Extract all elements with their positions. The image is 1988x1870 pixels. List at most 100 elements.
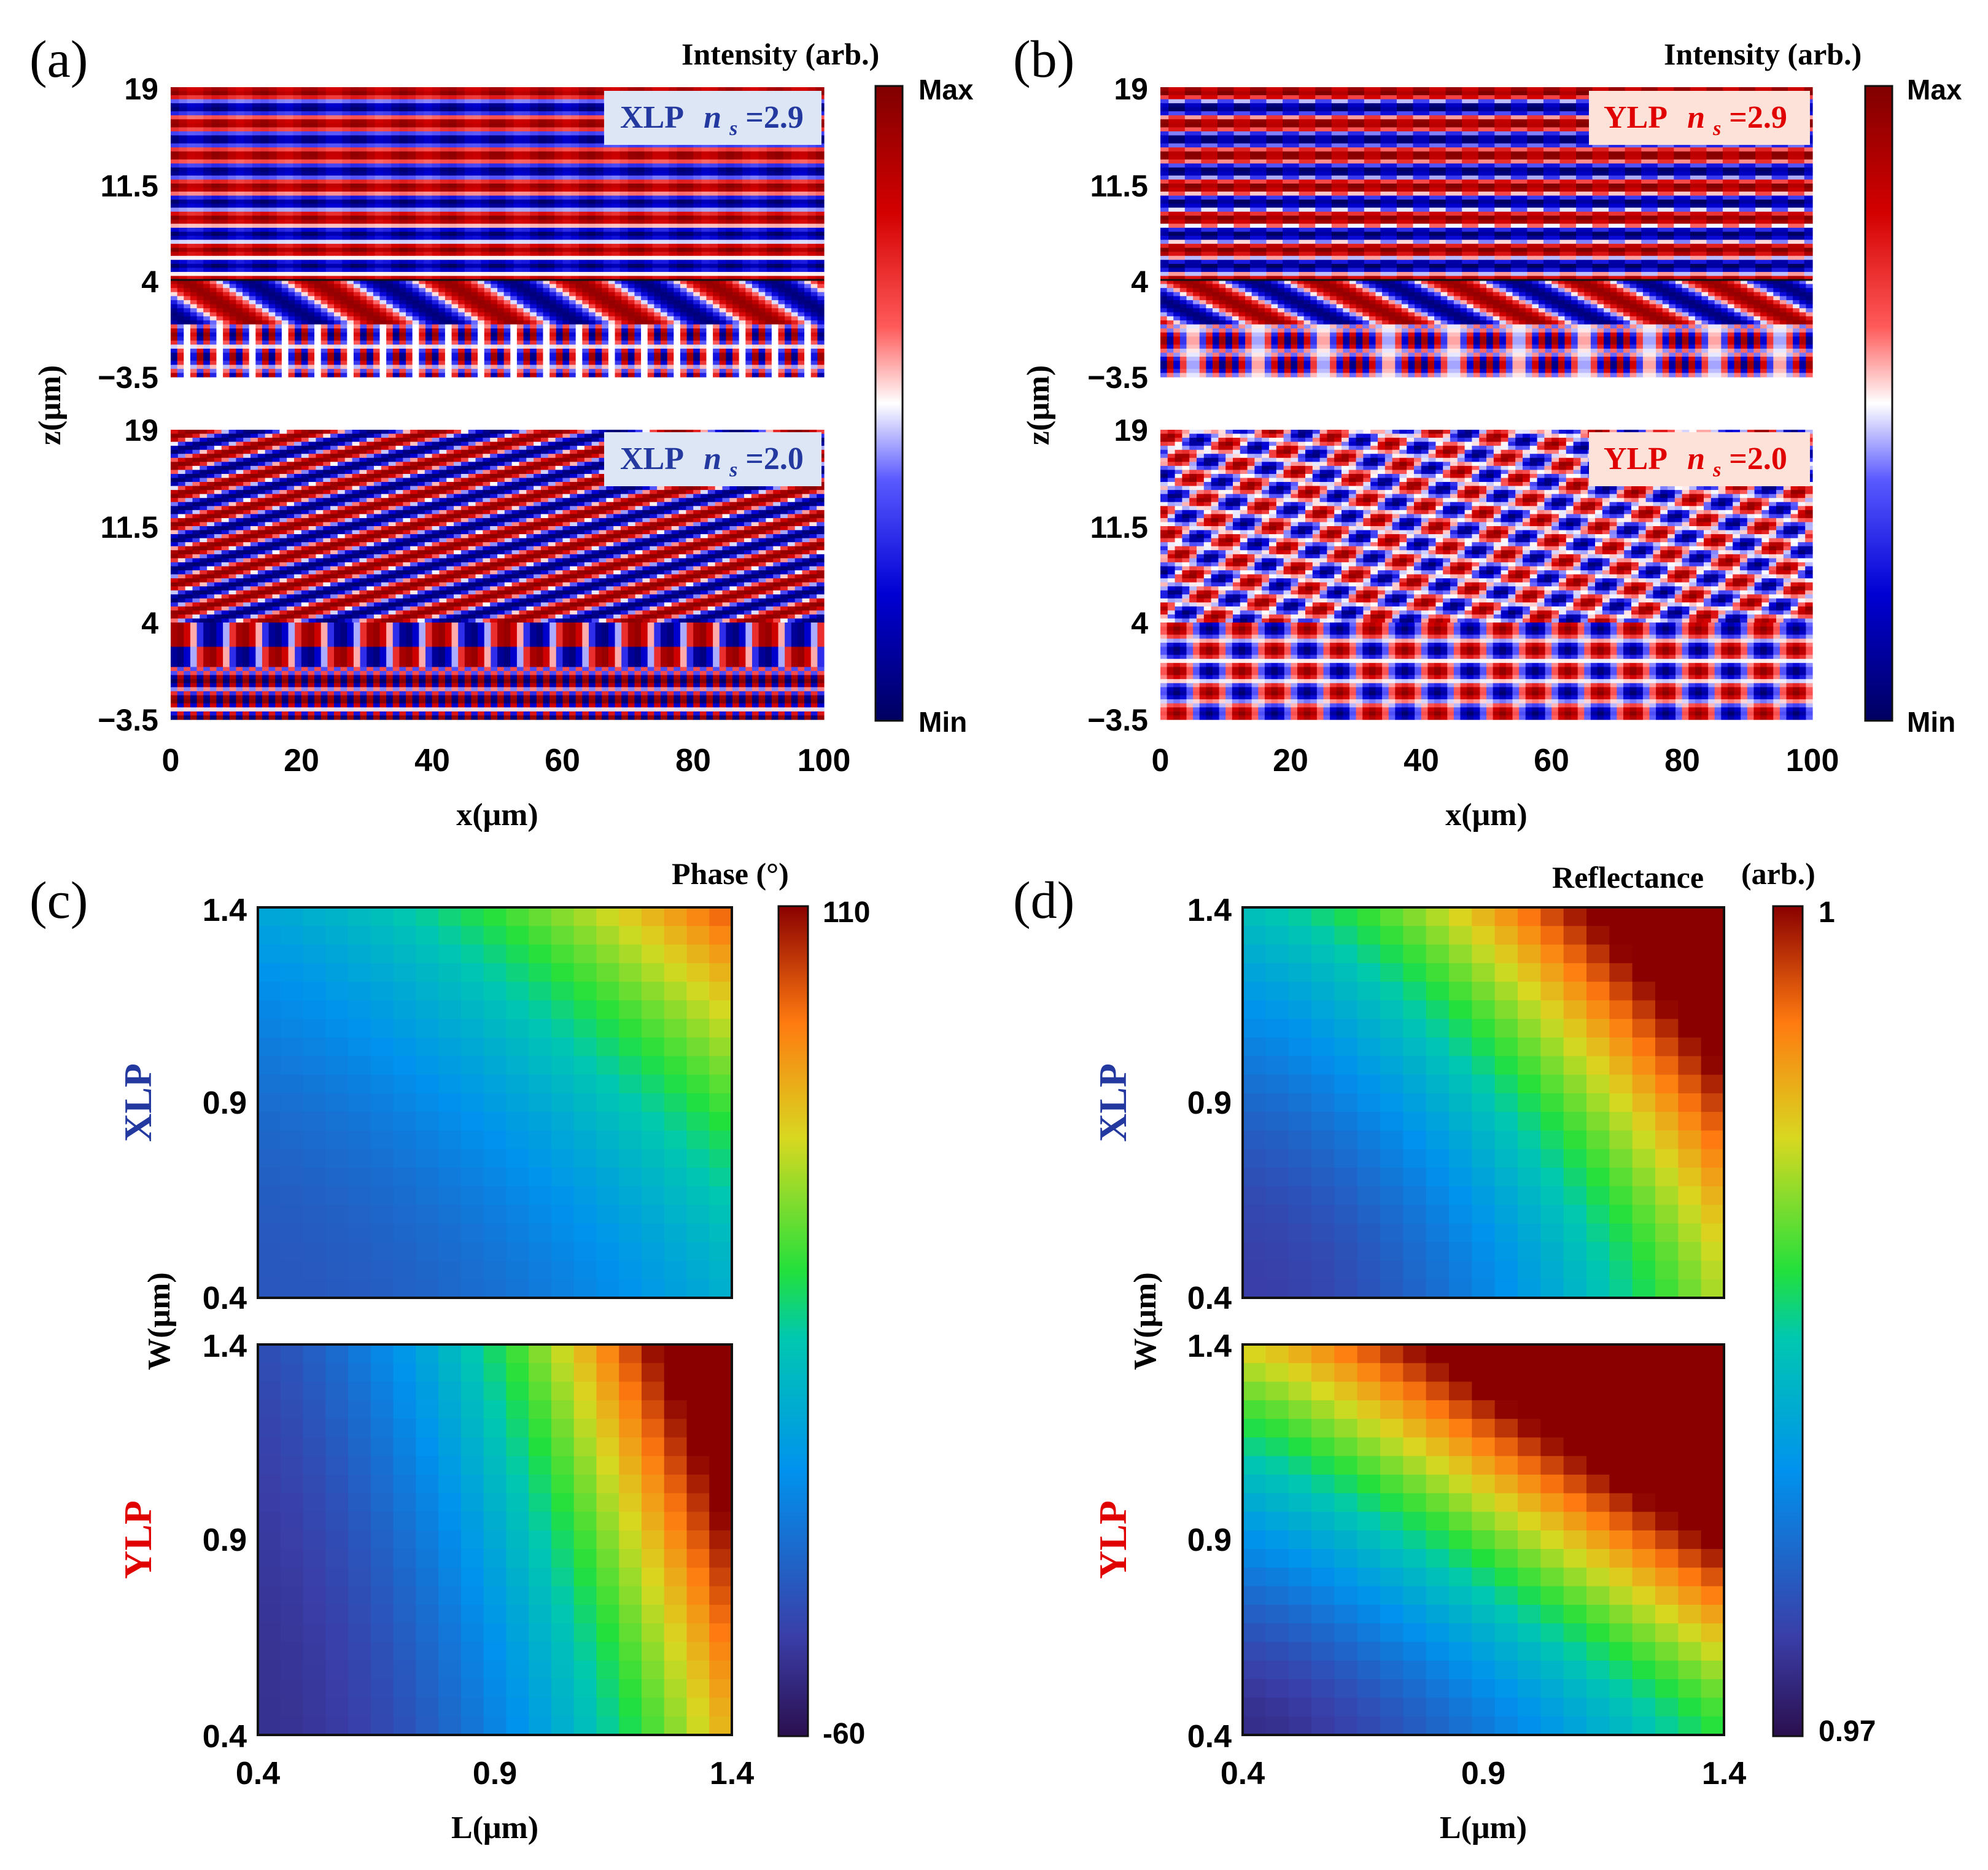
field-cell bbox=[571, 131, 580, 136]
field-cell bbox=[269, 152, 278, 156]
field-cell bbox=[285, 99, 293, 104]
field-cell bbox=[359, 152, 367, 156]
field-cell bbox=[220, 139, 228, 144]
field-cell bbox=[497, 107, 506, 112]
field-cell bbox=[489, 87, 498, 91]
field-cell bbox=[367, 119, 375, 123]
field-cell bbox=[791, 147, 800, 152]
field-cell bbox=[269, 127, 278, 131]
field-cell bbox=[260, 91, 269, 96]
field-cell bbox=[505, 147, 514, 152]
field-cell bbox=[317, 160, 326, 164]
field-cell bbox=[293, 91, 302, 96]
field-cell bbox=[514, 147, 522, 152]
field-cell bbox=[187, 127, 196, 131]
field-cell bbox=[571, 147, 580, 152]
field-cell bbox=[562, 136, 571, 140]
field-cell bbox=[367, 144, 375, 148]
field-cell bbox=[522, 115, 530, 120]
field-cell bbox=[203, 87, 212, 91]
field-cell bbox=[408, 163, 416, 168]
field-cell bbox=[702, 147, 710, 152]
field-cell bbox=[612, 155, 620, 160]
field-cell bbox=[383, 119, 392, 123]
field-cell bbox=[596, 91, 604, 96]
field-cell bbox=[285, 87, 293, 91]
field-cell bbox=[367, 115, 375, 120]
field-cell bbox=[399, 144, 408, 148]
field-cell bbox=[212, 111, 220, 115]
field-cell bbox=[260, 103, 269, 107]
field-cell bbox=[260, 115, 269, 120]
field-cell bbox=[326, 136, 335, 140]
field-cell bbox=[187, 119, 196, 123]
field-cell bbox=[277, 136, 285, 140]
field-cell bbox=[767, 152, 775, 156]
field-cell bbox=[220, 87, 228, 91]
field-cell bbox=[693, 152, 702, 156]
field-cell bbox=[399, 136, 408, 140]
field-cell bbox=[497, 139, 506, 144]
field-cell bbox=[383, 123, 392, 128]
field-cell bbox=[334, 91, 343, 96]
field-cell bbox=[351, 91, 359, 96]
field-cell bbox=[596, 95, 604, 99]
field-cell bbox=[351, 144, 359, 148]
field-cell bbox=[448, 99, 457, 104]
field-cell bbox=[791, 160, 800, 164]
field-cell bbox=[171, 152, 179, 156]
field-cell bbox=[669, 160, 677, 164]
field-cell bbox=[187, 160, 196, 164]
field-cell bbox=[277, 160, 285, 164]
field-cell bbox=[317, 139, 326, 144]
field-cell bbox=[530, 111, 538, 115]
field-cell bbox=[489, 115, 498, 120]
field-cell bbox=[636, 147, 645, 152]
field-cell bbox=[481, 155, 489, 160]
field-cell bbox=[236, 144, 244, 148]
field-cell bbox=[383, 163, 392, 168]
field-cell bbox=[375, 155, 384, 160]
field-cell bbox=[554, 147, 563, 152]
field-cell bbox=[260, 99, 269, 104]
field-cell bbox=[351, 115, 359, 120]
field-cell bbox=[767, 147, 775, 152]
field-cell bbox=[538, 127, 547, 131]
field-cell bbox=[309, 107, 318, 112]
field-cell bbox=[391, 163, 400, 168]
field-cell bbox=[742, 152, 751, 156]
field-cell bbox=[465, 115, 473, 120]
field-cell bbox=[408, 119, 416, 123]
field-cell bbox=[759, 147, 767, 152]
field-cell bbox=[301, 91, 310, 96]
field-cell bbox=[489, 131, 498, 136]
field-cell bbox=[554, 136, 563, 140]
field-cell bbox=[187, 152, 196, 156]
field-cell bbox=[408, 87, 416, 91]
field-cell bbox=[326, 127, 335, 131]
field-cell bbox=[489, 147, 498, 152]
field-cell bbox=[726, 160, 734, 164]
field-cell bbox=[554, 139, 563, 144]
field-cell bbox=[260, 131, 269, 136]
field-cell bbox=[457, 123, 465, 128]
field-cell bbox=[448, 147, 457, 152]
field-cell bbox=[244, 107, 253, 112]
field-cell bbox=[530, 152, 538, 156]
field-cell bbox=[596, 87, 604, 91]
field-cell bbox=[236, 139, 244, 144]
field-cell bbox=[750, 147, 759, 152]
field-cell bbox=[685, 152, 694, 156]
field-cell bbox=[351, 147, 359, 152]
field-cell bbox=[179, 163, 187, 168]
field-cell bbox=[179, 99, 187, 104]
field-cell bbox=[571, 99, 580, 104]
field-cell bbox=[269, 131, 278, 136]
field-cell bbox=[546, 155, 555, 160]
field-cell bbox=[677, 160, 686, 164]
field-cell bbox=[432, 91, 441, 96]
field-cell bbox=[383, 115, 392, 120]
field-cell bbox=[236, 119, 244, 123]
field-cell bbox=[334, 95, 343, 99]
field-cell bbox=[260, 107, 269, 112]
